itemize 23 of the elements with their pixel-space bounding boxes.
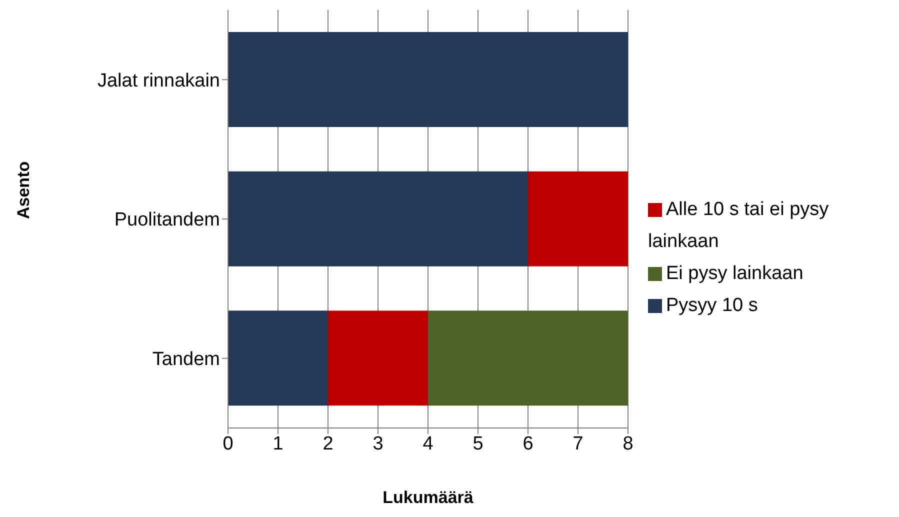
x-tick-label: 1: [272, 433, 284, 454]
bar: [228, 310, 328, 406]
bar: [328, 310, 428, 406]
x-axis-title: Lukumäärä: [382, 488, 474, 507]
x-tick-label: 4: [422, 433, 434, 454]
y-tick-label: Puolitandem: [114, 210, 220, 231]
x-tick-label: 2: [322, 433, 334, 454]
x-tick-label: 7: [572, 433, 584, 454]
bar: [428, 310, 628, 406]
legend-label: Alle 10 s tai ei pysy lainkaan: [648, 199, 829, 252]
x-tick-label: 5: [472, 433, 484, 454]
bar: [528, 171, 628, 266]
y-tick-label: Tandem: [152, 349, 220, 370]
legend-label: Ei pysy lainkaan: [666, 263, 804, 284]
legend-label: Pysyy 10 s: [666, 295, 758, 316]
x-tick-label: 0: [222, 433, 234, 454]
y-axis-title: Asento: [14, 161, 34, 219]
x-tick-label: 6: [522, 433, 534, 454]
bar: [228, 171, 528, 266]
x-tick-label: 3: [372, 433, 384, 454]
bar: [228, 32, 628, 127]
x-tick-label: 8: [622, 433, 634, 454]
y-tick-label: Jalat rinnakain: [97, 70, 220, 92]
